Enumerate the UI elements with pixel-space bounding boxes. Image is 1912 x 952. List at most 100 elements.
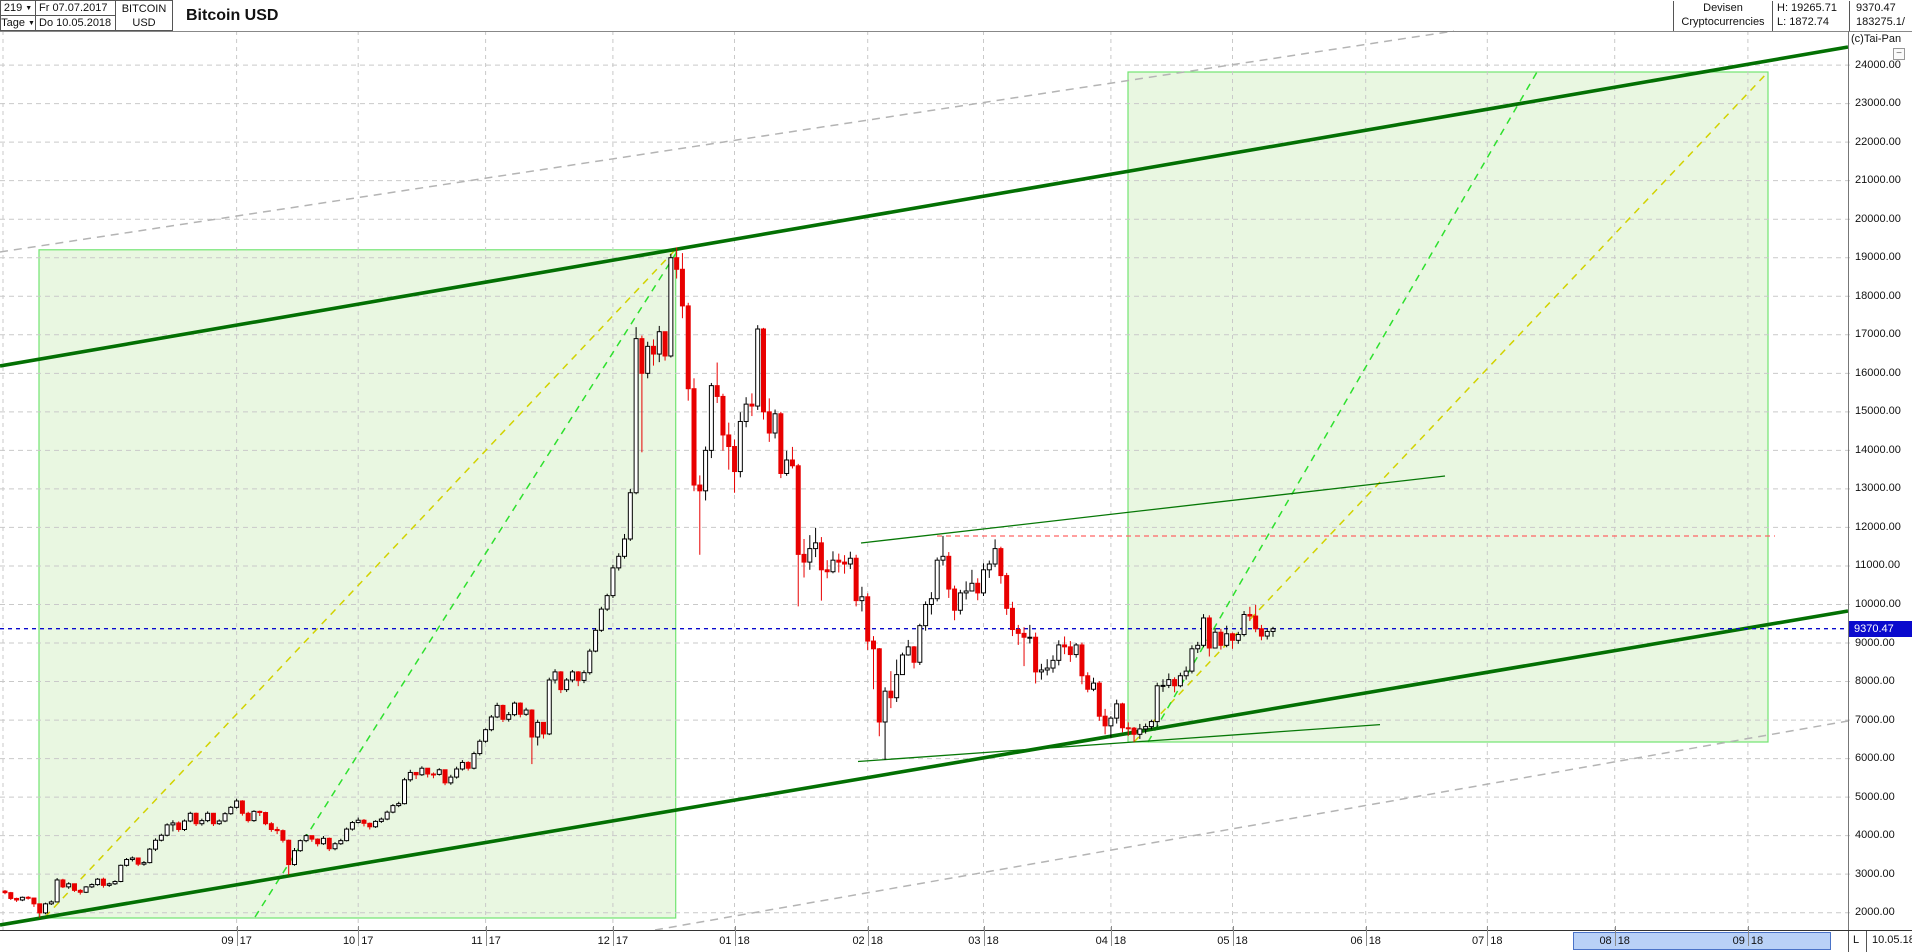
candle-body — [714, 385, 720, 397]
candle-body — [911, 646, 917, 663]
candle-body — [164, 824, 170, 836]
candle-body — [118, 864, 124, 882]
time-axis-selection[interactable] — [1573, 932, 1831, 950]
date-from-field[interactable]: Fr 07.07.2017 — [35, 0, 116, 16]
candle-body — [859, 596, 865, 602]
candle-body — [679, 268, 685, 307]
advance-box — [38, 249, 677, 919]
candle-body — [141, 862, 147, 865]
candle-body — [407, 771, 413, 781]
candle-body — [743, 403, 749, 422]
candle-body — [610, 567, 616, 597]
price-axis-label: 16000.00 — [1855, 366, 1901, 379]
candle-body — [176, 822, 182, 830]
candle-body — [373, 820, 379, 828]
candle-body — [158, 834, 164, 841]
price-axis-label: 4000.00 — [1855, 829, 1895, 842]
candle-body — [425, 767, 431, 775]
candle-body — [471, 753, 477, 769]
candle-body — [292, 850, 297, 866]
candle-body — [483, 729, 489, 742]
candle-body — [1201, 617, 1207, 646]
symbol-box[interactable]: BITCOIN USD — [115, 0, 173, 31]
period-dropdown[interactable]: Tage ▼ — [0, 15, 36, 31]
candle-body — [506, 714, 512, 720]
collapse-button[interactable]: − — [1893, 48, 1905, 60]
candle-body — [349, 822, 355, 830]
candle-body — [378, 818, 384, 822]
candle-body — [697, 484, 703, 492]
candle-body — [1212, 631, 1218, 649]
candle-body — [1079, 644, 1085, 677]
candle-body — [1102, 715, 1108, 727]
price-axis-label: 12000.00 — [1855, 520, 1901, 533]
candle-body — [43, 903, 49, 914]
candle-body — [529, 709, 535, 738]
candle-body — [239, 800, 245, 814]
price-axis-label: 21000.00 — [1855, 174, 1901, 187]
candle-body — [170, 822, 176, 826]
candle-body — [772, 413, 778, 434]
bars-count-dropdown[interactable]: 219 ▼ — [0, 0, 36, 16]
last-date-value: 10.05.18 — [1872, 934, 1912, 946]
taipan-watermark: (c)Tai-Pan — [1851, 33, 1902, 45]
price-axis-label: 19000.00 — [1855, 251, 1901, 264]
date-to-field[interactable]: Do 10.05.2018 — [35, 15, 116, 31]
candle-body — [384, 811, 390, 820]
yellow-fan-right[interactable] — [1133, 71, 1769, 743]
symbol-line2: USD — [132, 17, 156, 29]
candle-body — [905, 646, 911, 656]
candle-body — [778, 413, 784, 474]
candle-body — [1253, 615, 1259, 630]
main-channel-upper[interactable] — [0, 45, 1849, 368]
candle-body — [650, 345, 656, 355]
main-channel-lower[interactable] — [0, 609, 1849, 927]
candle-body — [135, 857, 141, 865]
candle-body — [512, 702, 518, 716]
candle-body — [575, 671, 581, 681]
price-axis-label: 13000.00 — [1855, 482, 1901, 495]
thin-trend-upper[interactable] — [860, 475, 1446, 544]
candle-body — [1033, 636, 1039, 673]
candle-body — [344, 828, 350, 842]
candle-body — [477, 740, 483, 755]
candle-body — [1143, 726, 1149, 730]
candle-body — [268, 823, 274, 830]
gray-channel-upper[interactable] — [0, 30, 1455, 253]
month-tick — [1365, 926, 1367, 946]
candle-body — [338, 840, 344, 845]
green-fan-left[interactable] — [254, 249, 679, 918]
candle-body — [402, 779, 408, 805]
candle-body — [749, 403, 755, 407]
candle-body — [129, 857, 135, 861]
candle-body — [1050, 659, 1056, 669]
candle-body — [1270, 628, 1276, 632]
price-axis-label: 14000.00 — [1855, 443, 1901, 456]
candle-body — [1183, 670, 1189, 677]
candle-body — [234, 800, 240, 808]
candle-body — [622, 538, 628, 557]
candle-body — [645, 345, 651, 374]
candle-body — [824, 569, 830, 573]
candle-body — [952, 588, 958, 611]
gray-channel-lower[interactable] — [654, 720, 1849, 931]
candle-body — [540, 721, 546, 735]
candle-body — [494, 704, 500, 718]
candle-body — [975, 582, 981, 594]
header-divider — [0, 31, 1912, 32]
candle-body — [789, 459, 795, 467]
price-axis-label: 7000.00 — [1855, 713, 1895, 726]
low-value: L: 1872.74 — [1777, 16, 1829, 28]
candle-body — [303, 835, 309, 842]
candle-body — [876, 648, 882, 723]
candle-body — [396, 803, 402, 807]
candle-body — [940, 555, 946, 561]
candle-body — [923, 603, 929, 627]
candle-body — [1015, 629, 1021, 634]
yellow-fan-left[interactable] — [44, 248, 677, 918]
month-tick — [358, 926, 360, 946]
candle-body — [315, 838, 321, 845]
candle-body — [598, 608, 604, 631]
thin-trend-lower[interactable] — [857, 723, 1381, 763]
